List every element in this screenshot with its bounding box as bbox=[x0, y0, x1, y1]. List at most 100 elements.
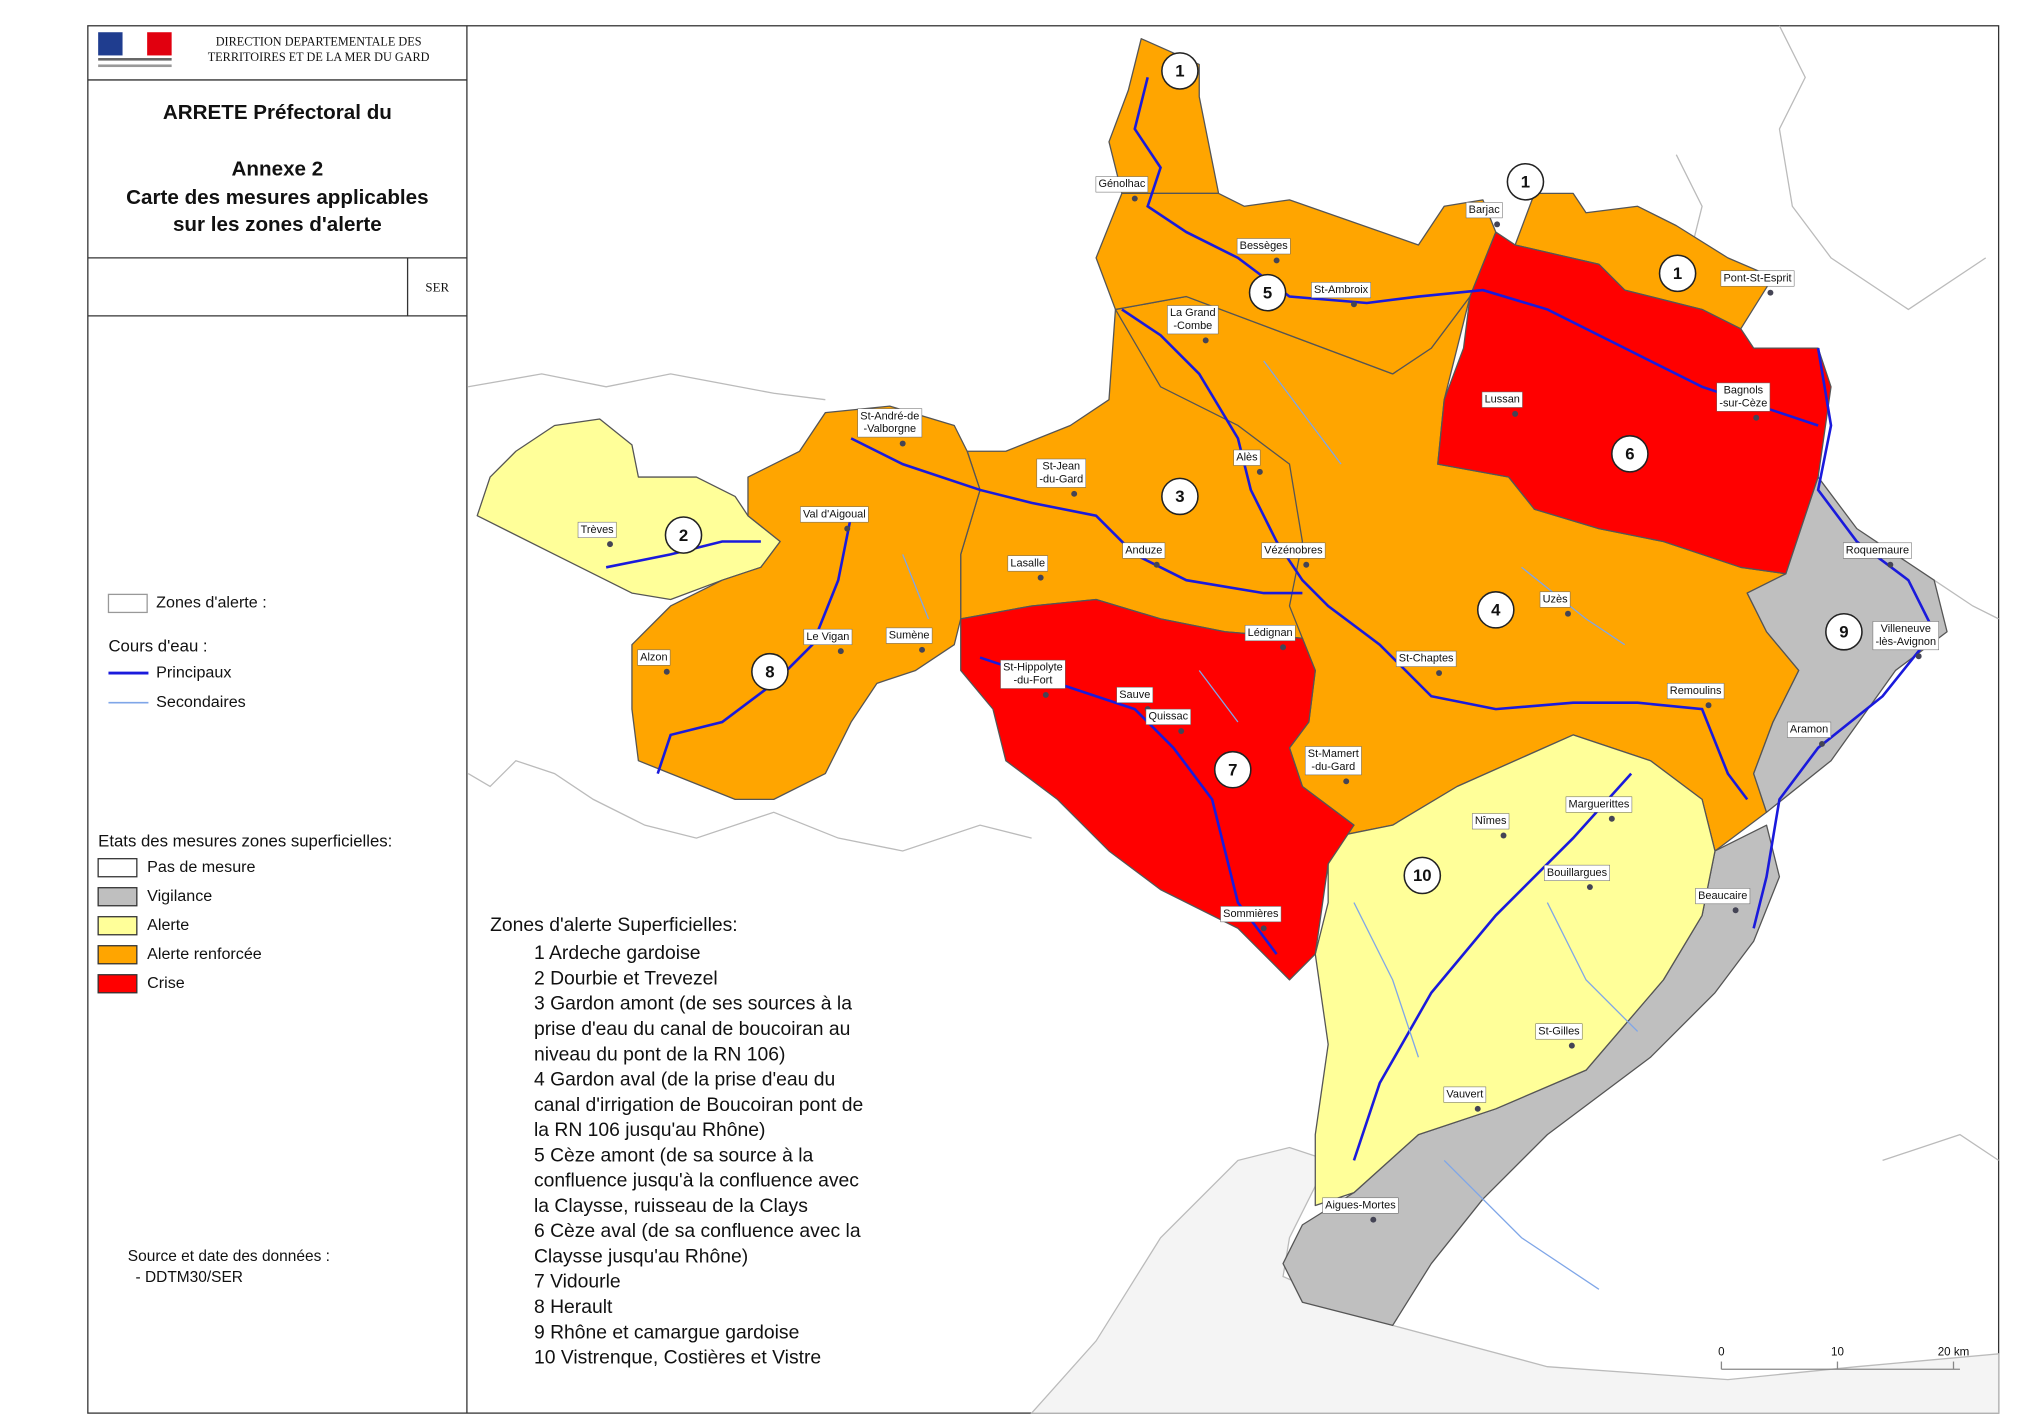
town-dot bbox=[1202, 337, 1209, 344]
town-label: Sauve bbox=[1119, 689, 1150, 701]
rivers bbox=[605, 77, 1936, 1290]
town: Lasalle bbox=[1007, 555, 1048, 581]
town-dot bbox=[1500, 832, 1507, 839]
town-label-bg bbox=[1716, 382, 1771, 412]
zone-list-line: 10 Vistrenque, Costières et Vistre bbox=[534, 1348, 821, 1369]
legend-zone-swatch bbox=[107, 593, 148, 614]
town-label: Bessèges bbox=[1240, 240, 1289, 252]
town-label: -du-Gard bbox=[1039, 474, 1083, 486]
town: Aigues-Mortes bbox=[1322, 1197, 1399, 1223]
zone-number: 3 bbox=[1175, 487, 1184, 506]
title: Annexe 2 bbox=[232, 158, 324, 181]
zone-list-line: 3 Gardon amont (de ses sources à la bbox=[534, 994, 852, 1015]
legend-label: Vigilance bbox=[147, 887, 212, 905]
town: Sauve bbox=[1116, 686, 1154, 713]
town-label: -Combe bbox=[1173, 320, 1212, 332]
town-label-bg bbox=[1481, 391, 1523, 408]
zone-list-line: 5 Cèze amont (de sa source à la bbox=[534, 1145, 814, 1166]
towns: Génolhac Bessèges Barjac St-Ambroix Pont-St-… bbox=[577, 176, 1939, 1223]
town-label: Val d'Aigoual bbox=[803, 508, 866, 520]
scale-label: 20 km bbox=[1938, 1346, 1970, 1359]
sea bbox=[1030, 1146, 2000, 1414]
zone-badge bbox=[1161, 477, 1199, 516]
town: Bagnols-sur-Cèze bbox=[1716, 382, 1771, 421]
boundary bbox=[1933, 579, 1999, 620]
town-dot bbox=[1153, 561, 1160, 568]
boundary bbox=[1882, 1133, 1999, 1162]
legend-title: Etats des mesures zones superficielles: bbox=[98, 831, 392, 850]
agency: TERRITOIRES ET DE LA MER DU GARD bbox=[208, 50, 430, 64]
town-dot bbox=[1512, 410, 1519, 417]
town: St-André-de-Valborgne bbox=[857, 408, 923, 447]
map-background bbox=[467, 25, 2000, 1414]
town-label-bg bbox=[1116, 686, 1154, 703]
legend-swatch bbox=[97, 887, 138, 907]
town-label: St-Gilles bbox=[1538, 1025, 1580, 1037]
town-dot bbox=[837, 648, 844, 655]
town-label-bg bbox=[1145, 708, 1191, 725]
zone-number: 1 bbox=[1673, 264, 1682, 283]
town-label: St-Hippolyte bbox=[1003, 662, 1063, 674]
zone-list-line: niveau du pont de la RN 106) bbox=[534, 1044, 785, 1065]
town-label: Génolhac bbox=[1098, 178, 1145, 190]
town-dot bbox=[1568, 1042, 1575, 1049]
town-label: La Grand bbox=[1170, 307, 1216, 319]
town-label-bg bbox=[1535, 1023, 1583, 1040]
logo-red bbox=[147, 32, 172, 56]
town-label-bg bbox=[1167, 305, 1219, 335]
town-dot bbox=[1608, 815, 1615, 822]
town-label: Uzès bbox=[1543, 593, 1568, 605]
legend-label: Pas de mesure bbox=[147, 858, 255, 876]
town-label-bg bbox=[1220, 906, 1282, 923]
town-label: Remoulins bbox=[1670, 685, 1722, 697]
town-label-bg bbox=[1544, 864, 1610, 881]
title: Carte des mesures applicables bbox=[126, 186, 428, 209]
town: La Grand-Combe bbox=[1167, 305, 1219, 344]
zone-number: 2 bbox=[679, 526, 688, 545]
town-dot bbox=[1256, 468, 1263, 475]
logo bbox=[98, 32, 172, 68]
town-dot bbox=[1273, 257, 1280, 264]
town-label: Nîmes bbox=[1475, 815, 1507, 827]
town: Marguerittes bbox=[1565, 796, 1633, 822]
boundary bbox=[467, 759, 1032, 852]
town-label: Barjac bbox=[1469, 204, 1501, 216]
zone-badge bbox=[751, 652, 789, 691]
zone-number: 5 bbox=[1263, 283, 1272, 302]
zone-list-line: 7 Vidourle bbox=[534, 1272, 621, 1293]
zone-badge bbox=[1476, 591, 1515, 629]
town-label: Bagnols bbox=[1724, 385, 1764, 397]
town: Anduze bbox=[1122, 542, 1166, 568]
town-dot bbox=[1819, 740, 1825, 747]
zone-10 bbox=[1314, 734, 1716, 1207]
town-dot bbox=[899, 440, 906, 447]
town: St-Mamert-du-Gard bbox=[1304, 746, 1362, 785]
town-label: Vézénobres bbox=[1264, 544, 1323, 556]
zone-badge bbox=[1248, 273, 1287, 312]
zone-list-line: 9 Rhône et camargue gardoise bbox=[534, 1322, 799, 1343]
town: Beaucaire bbox=[1695, 888, 1751, 914]
zone-number: 1 bbox=[1521, 173, 1530, 192]
town: Génolhac bbox=[1095, 176, 1149, 202]
zone-list-line: prise d'eau du canal de boucoiran au bbox=[534, 1019, 850, 1040]
town-label-bg bbox=[1000, 659, 1066, 689]
town-label-bg bbox=[1720, 270, 1795, 287]
source: Source et date des données : bbox=[128, 1248, 330, 1265]
town-label: St-Jean bbox=[1042, 461, 1080, 473]
town-dot bbox=[1370, 1216, 1377, 1223]
town-label: Bouillargues bbox=[1547, 867, 1608, 879]
town: Uzès bbox=[1539, 591, 1571, 617]
logo-white bbox=[122, 32, 148, 56]
town: Alès bbox=[1233, 449, 1263, 475]
zone-list-line: 2 Dourbie et Trevezel bbox=[534, 968, 718, 989]
zone-list-line: 4 Gardon aval (de la prise d'eau du bbox=[534, 1070, 835, 1091]
zone-number: 6 bbox=[1625, 445, 1634, 464]
town: Quissac bbox=[1145, 708, 1191, 735]
zone-2 bbox=[476, 418, 781, 601]
town: St-Gilles bbox=[1535, 1023, 1583, 1049]
town-label: -Valborgne bbox=[863, 423, 916, 435]
town-label-bg bbox=[1122, 542, 1166, 559]
river bbox=[979, 656, 1278, 955]
